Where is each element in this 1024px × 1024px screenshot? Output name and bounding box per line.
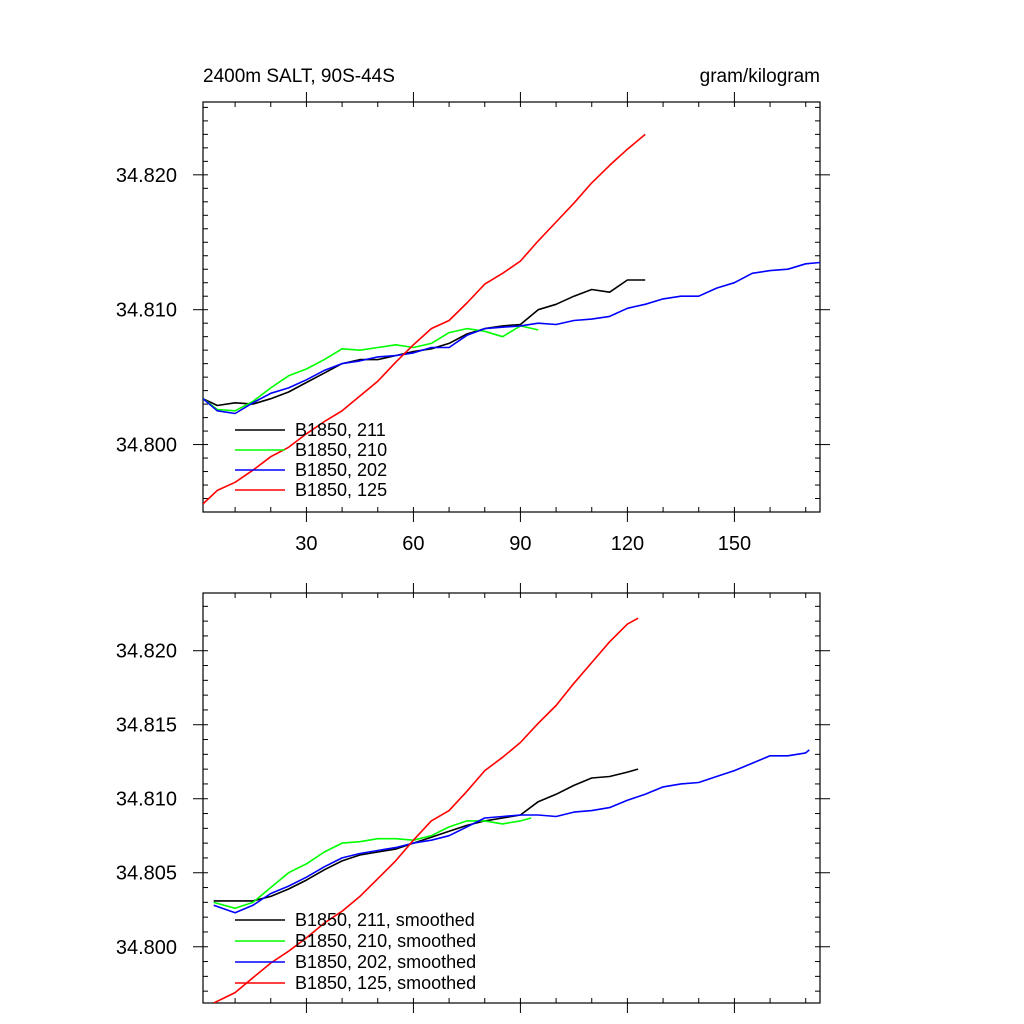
- legend-label: B1850, 210, smoothed: [295, 931, 476, 951]
- legend-label: B1850, 211: [295, 420, 386, 440]
- plot-frame: [202, 592, 821, 1004]
- series-line-2: [203, 261, 820, 415]
- legend-label: B1850, 125: [295, 480, 387, 500]
- figure-title-left: 2400m SALT, 90S-44S: [203, 66, 395, 87]
- legend-label: B1850, 211, smoothed: [295, 910, 475, 930]
- series-line-2: [213, 749, 810, 914]
- legend-label: B1850, 125, smoothed: [295, 973, 476, 993]
- series-line-1: [213, 817, 532, 910]
- series-line-3: [213, 617, 639, 1003]
- series-line-0: [213, 768, 639, 902]
- y-tick-label: 34.815: [116, 715, 177, 737]
- y-tick-label: 34.800: [116, 937, 177, 959]
- y-tick-label: 34.805: [116, 863, 177, 885]
- chart-panel-top: 30 60 90 120 150 34.800 34.810 34.820 B1850, 211…: [116, 92, 830, 555]
- y-tick-label: 34.800: [116, 435, 177, 457]
- x-tick-label: 90: [509, 533, 531, 555]
- series-line-0: [203, 279, 646, 407]
- series-line-3: [203, 133, 646, 505]
- plot-frame: [202, 101, 821, 513]
- series-line-1: [203, 325, 539, 412]
- x-tick-label: 30: [295, 533, 317, 555]
- y-tick-label: 34.810: [116, 300, 177, 322]
- figure-title-right: gram/kilogram: [700, 66, 820, 87]
- y-tick-label: 34.820: [116, 165, 177, 187]
- legend-label: B1850, 202: [295, 460, 387, 480]
- y-tick-label: 34.810: [116, 789, 177, 811]
- chart-panel-bottom: 34.800 34.805 34.810 34.815 34.820 B1850, 211…: [116, 583, 830, 1013]
- legend-label: B1850, 202, smoothed: [295, 952, 476, 972]
- legend-label: B1850, 210: [295, 440, 387, 460]
- x-tick-label: 120: [611, 533, 644, 555]
- x-tick-label: 60: [402, 533, 424, 555]
- y-tick-label: 34.820: [116, 641, 177, 663]
- x-tick-label: 150: [718, 533, 751, 555]
